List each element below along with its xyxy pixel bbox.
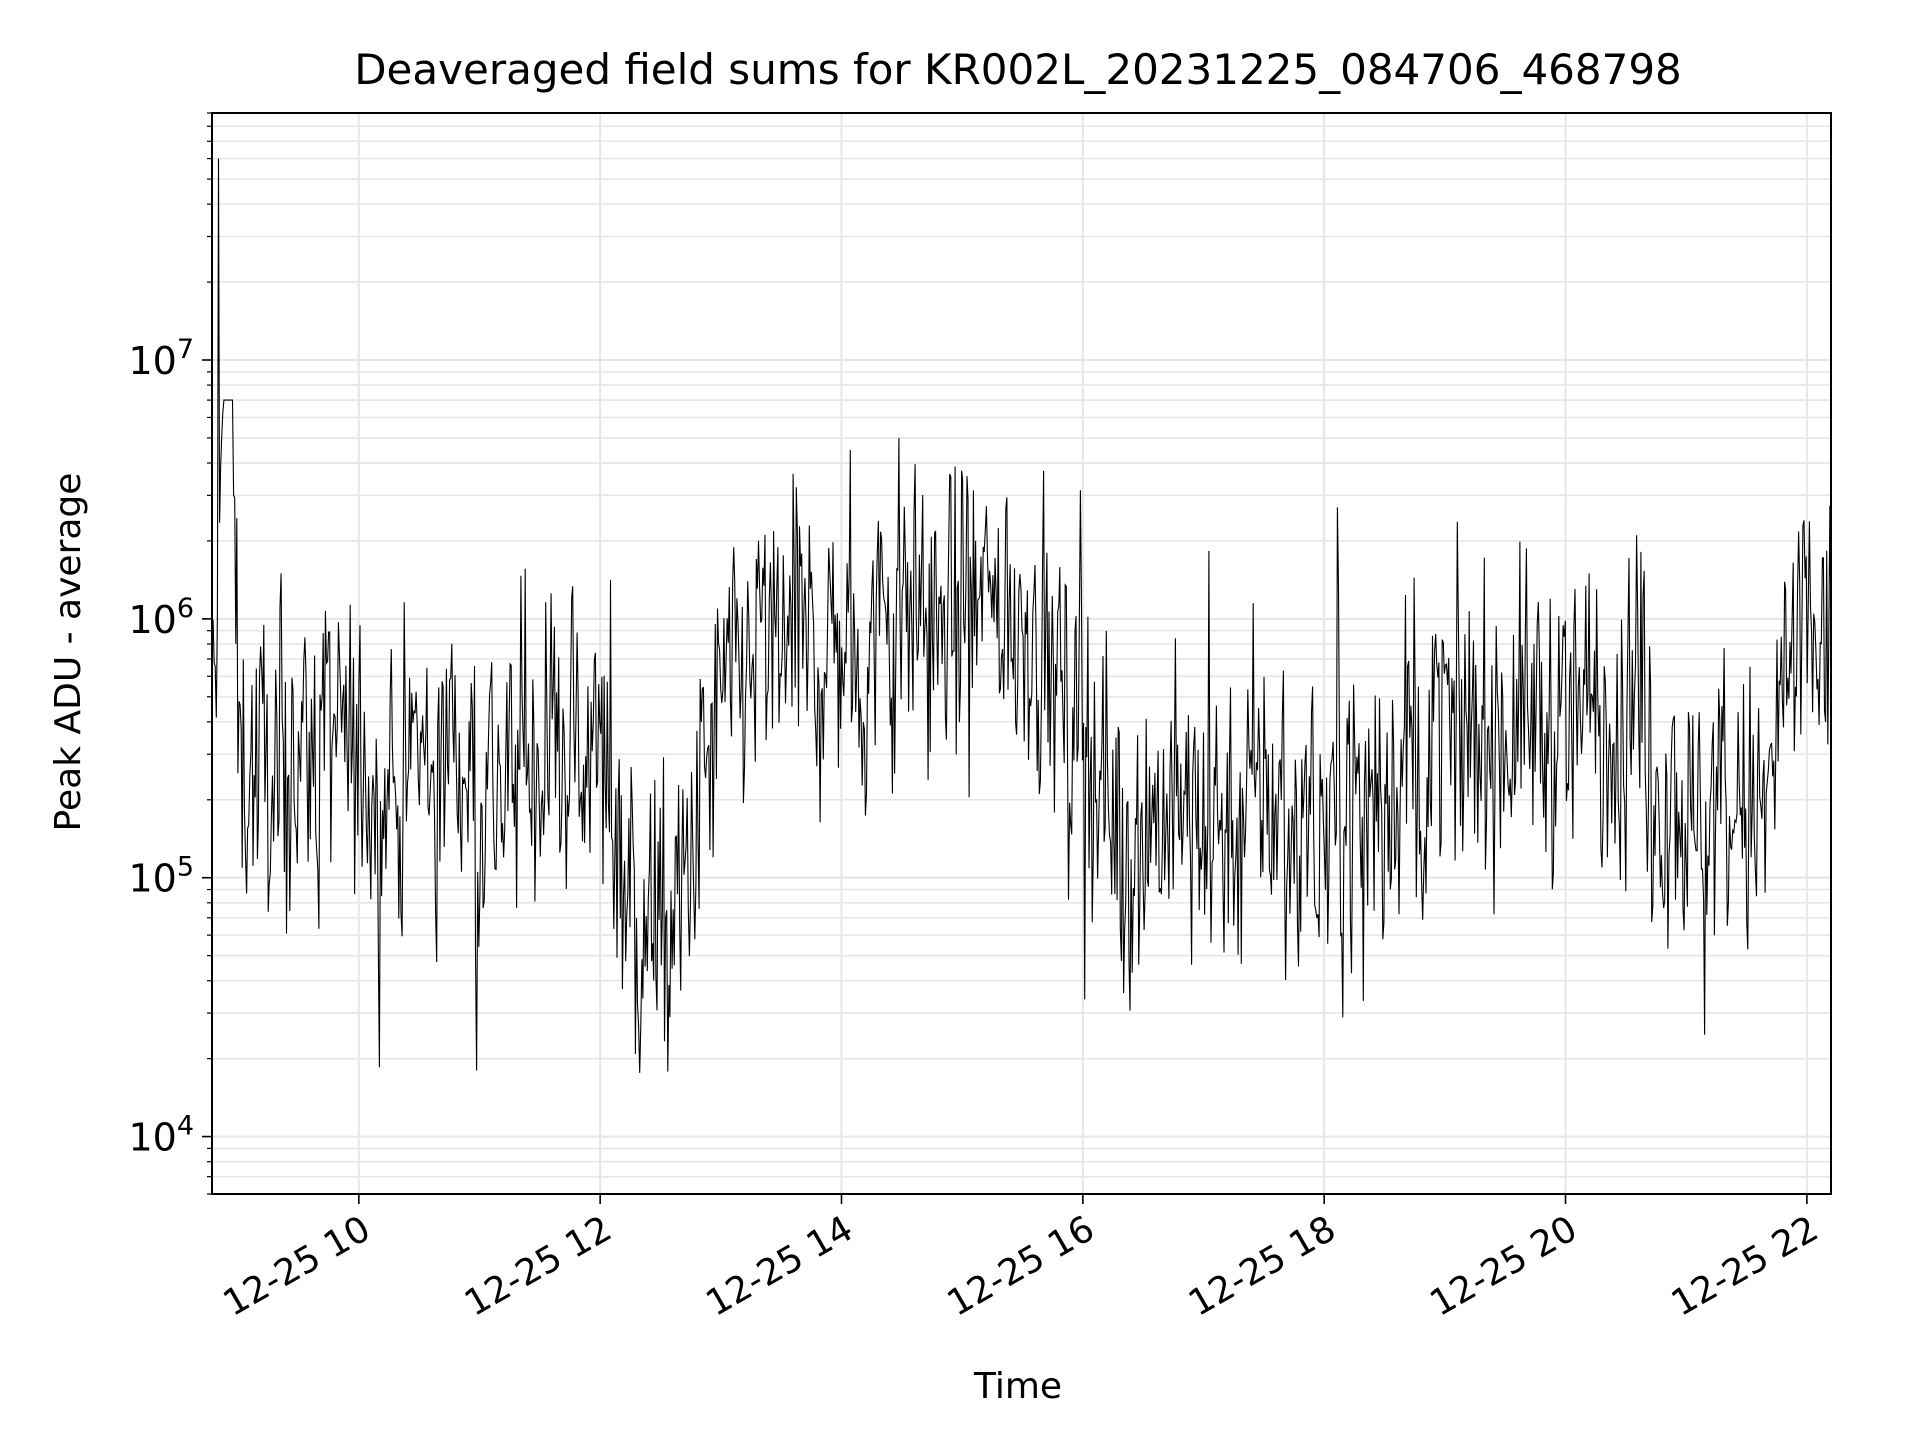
series-line [211, 158, 1832, 1073]
grid [212, 112, 1831, 1195]
x-axis-label: Time [973, 1366, 1062, 1407]
y-tick-label: 106 [128, 593, 194, 642]
plot-frame [211, 112, 1832, 1195]
y-tick-label: 105 [128, 852, 194, 901]
data-series-line [211, 158, 1832, 1073]
chart-title: Deaveraged field sums for KR002L_2023122… [354, 45, 1682, 94]
y-tick-label: 107 [128, 334, 194, 383]
y-axis-label: Peak ADU - average [48, 473, 89, 832]
y-tick-label: 104 [128, 1111, 194, 1160]
y-axis-ticks: 104 105 106 107 [128, 112, 212, 1195]
